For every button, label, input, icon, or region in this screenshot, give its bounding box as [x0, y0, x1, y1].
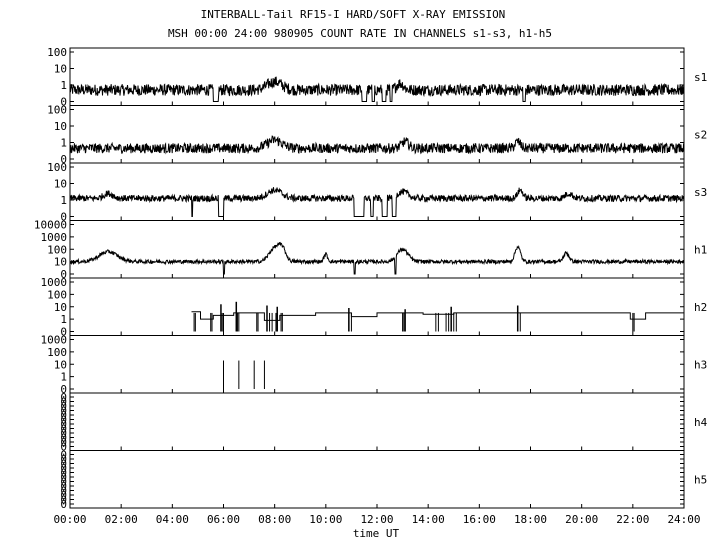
y-tick-label-h1: 10 — [54, 256, 67, 269]
y-tick-label-h1: 100 — [47, 243, 67, 256]
panel-frame-h2 — [69, 277, 685, 336]
y-tick-label-h5: 0 — [60, 462, 67, 475]
y-tick-label-h5: 0 — [60, 494, 67, 507]
y-tick-label-h4: 0 — [60, 418, 67, 431]
y-tick-label-h5: 0 — [60, 471, 67, 484]
y-tick-label-s1: 10 — [54, 63, 67, 76]
y-tick-label-h5: 0 — [60, 485, 67, 498]
panel-frame-h4 — [69, 392, 685, 451]
panel-frame-s1 — [69, 47, 685, 106]
y-tick-label-h1: 10000 — [34, 219, 67, 232]
channel-label-h3: h3 — [694, 358, 707, 371]
y-tick-label-h2: 10 — [54, 301, 67, 314]
panel-frame-s3 — [69, 162, 685, 221]
channel-label-s1: s1 — [694, 71, 707, 84]
y-tick-label-h5: 0 — [60, 453, 67, 466]
x-tick-label: 24:00 — [667, 513, 700, 526]
y-tick-label-h2: 1000 — [41, 276, 68, 289]
x-tick-label: 00:00 — [53, 513, 86, 526]
y-tick-label-h3: 1 — [60, 371, 67, 384]
series-line-s2 — [69, 135, 685, 155]
x-tick-label: 02:00 — [105, 513, 138, 526]
channel-label-h4: h4 — [694, 416, 708, 429]
y-tick-label-h1: 0 — [60, 268, 67, 281]
panel-frame-h3 — [69, 335, 685, 394]
x-tick-label: 04:00 — [156, 513, 189, 526]
series-line-s3 — [69, 187, 685, 217]
y-tick-label-s2: 1 — [60, 137, 67, 150]
panel-frame-h1 — [69, 220, 685, 279]
y-tick-label-h4: 0 — [60, 423, 67, 436]
y-tick-label-h3: 100 — [47, 346, 67, 359]
y-tick-label-h3: 10 — [54, 358, 67, 371]
y-tick-label-h4: 0 — [60, 436, 67, 449]
y-tick-label-h5: 0 — [60, 480, 67, 493]
series-line-s1 — [69, 76, 685, 102]
y-tick-label-s3: 100 — [47, 161, 67, 174]
y-tick-label-h5: 0 — [60, 458, 67, 471]
series-line-h1 — [69, 241, 685, 275]
x-tick-label: 22:00 — [616, 513, 649, 526]
y-tick-label-h4: 0 — [60, 427, 67, 440]
series-line-h2 — [191, 311, 684, 321]
y-tick-label-h4: 0 — [60, 441, 67, 454]
x-tick-label: 18:00 — [514, 513, 547, 526]
panel-frame-h5 — [69, 450, 685, 509]
x-tick-label: 12:00 — [360, 513, 393, 526]
y-tick-label-h4: 0 — [60, 400, 67, 413]
y-tick-label-s3: 1 — [60, 194, 67, 207]
y-tick-label-h3: 0 — [60, 383, 67, 396]
channel-label-h5: h5 — [694, 473, 707, 486]
y-tick-label-h1: 1000 — [41, 231, 68, 244]
channel-label-h1: h1 — [694, 243, 707, 256]
x-tick-label: 14:00 — [412, 513, 445, 526]
y-tick-label-h4: 0 — [60, 391, 67, 404]
x-axis-label: time UT — [353, 527, 400, 540]
x-tick-label: 06:00 — [207, 513, 240, 526]
x-tick-label: 20:00 — [565, 513, 598, 526]
panel-frame-s2 — [69, 105, 685, 164]
channel-label-h2: h2 — [694, 301, 707, 314]
chart-subtitle: MSH 00:00 24:00 980905 COUNT RATE IN CHA… — [168, 27, 552, 40]
y-tick-label-s2: 100 — [47, 104, 67, 117]
y-tick-label-s3: 0 — [60, 211, 67, 224]
y-tick-label-s1: 0 — [60, 96, 67, 109]
y-tick-label-s1: 100 — [47, 46, 67, 59]
panels-group: s11001010s21001010s31001010h110000100010… — [34, 46, 708, 526]
y-tick-label-h4: 0 — [60, 432, 67, 445]
x-tick-label: 16:00 — [463, 513, 496, 526]
y-tick-label-s2: 0 — [60, 153, 67, 166]
y-tick-label-s3: 10 — [54, 178, 67, 191]
x-tick-label: 08:00 — [258, 513, 291, 526]
y-tick-label-h4: 0 — [60, 405, 67, 418]
chart-title: INTERBALL-Tail RF15-I HARD/SOFT X-RAY EM… — [201, 8, 506, 21]
y-tick-label-h5: 0 — [60, 449, 67, 462]
y-tick-label-h2: 100 — [47, 288, 67, 301]
y-tick-label-s2: 10 — [54, 120, 67, 133]
y-tick-label-h5: 0 — [60, 498, 67, 511]
y-tick-label-h4: 0 — [60, 409, 67, 422]
y-tick-label-h5: 0 — [60, 467, 67, 480]
y-tick-label-h4: 0 — [60, 414, 67, 427]
y-tick-label-h5: 0 — [60, 476, 67, 489]
x-tick-label: 10:00 — [309, 513, 342, 526]
y-tick-label-h4: 0 — [60, 396, 67, 409]
y-tick-label-h2: 1 — [60, 313, 67, 326]
y-tick-label-h3: 1000 — [41, 334, 68, 347]
y-tick-label-h5: 0 — [60, 489, 67, 502]
y-tick-label-h2: 0 — [60, 326, 67, 339]
channel-label-s2: s2 — [694, 128, 707, 141]
y-tick-label-s1: 1 — [60, 79, 67, 92]
channel-label-s3: s3 — [694, 186, 707, 199]
